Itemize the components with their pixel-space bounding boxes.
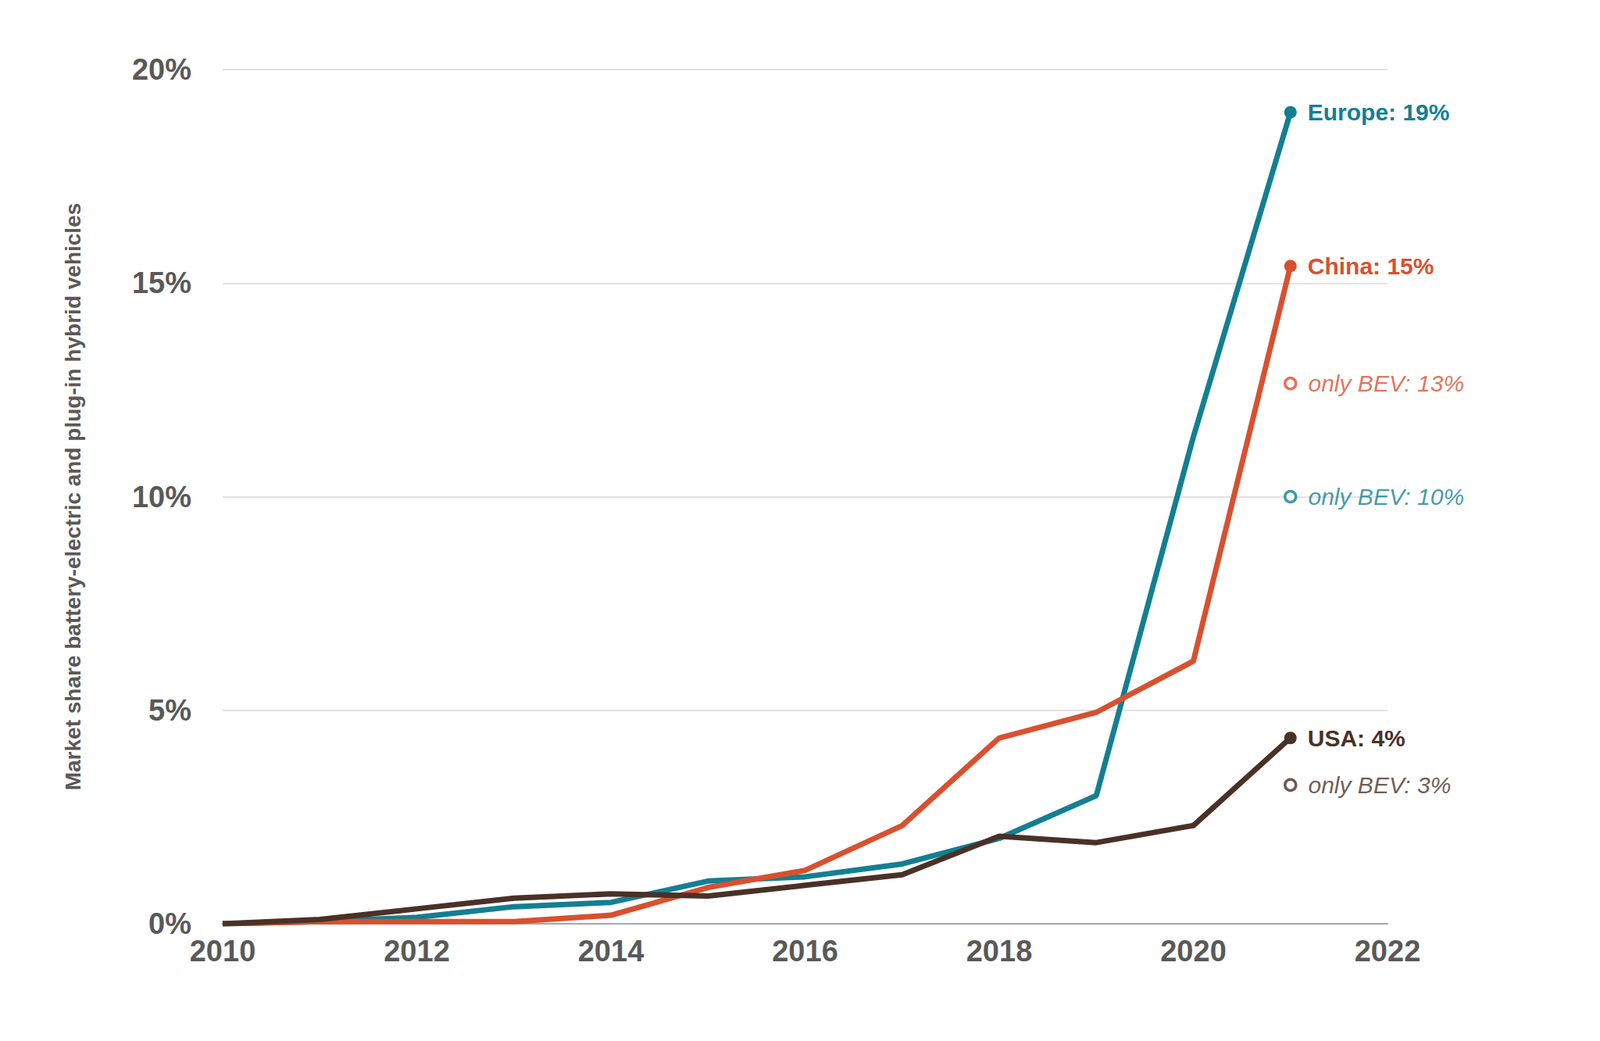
svg-text:only BEV: 13%: only BEV: 13% bbox=[1308, 370, 1465, 397]
svg-text:5%: 5% bbox=[148, 693, 192, 727]
svg-text:2018: 2018 bbox=[966, 934, 1033, 968]
svg-text:2014: 2014 bbox=[578, 934, 645, 968]
svg-text:Market share battery-electric: Market share battery-electric and plug-i… bbox=[60, 203, 86, 791]
svg-text:2020: 2020 bbox=[1160, 934, 1227, 968]
svg-text:Europe: 19%: Europe: 19% bbox=[1307, 99, 1450, 125]
svg-text:2022: 2022 bbox=[1354, 934, 1422, 968]
svg-text:USA: 4%: USA: 4% bbox=[1307, 725, 1406, 751]
svg-text:2010: 2010 bbox=[189, 934, 257, 968]
svg-text:2016: 2016 bbox=[771, 934, 839, 968]
svg-text:China: 15%: China: 15% bbox=[1307, 253, 1435, 279]
svg-text:only BEV: 3%: only BEV: 3% bbox=[1308, 771, 1452, 798]
svg-text:10%: 10% bbox=[132, 480, 192, 514]
svg-text:2012: 2012 bbox=[383, 934, 450, 968]
svg-text:0%: 0% bbox=[148, 907, 192, 940]
svg-text:only BEV: 10%: only BEV: 10% bbox=[1308, 483, 1465, 510]
svg-text:15%: 15% bbox=[132, 266, 192, 300]
svg-text:20%: 20% bbox=[132, 53, 192, 86]
